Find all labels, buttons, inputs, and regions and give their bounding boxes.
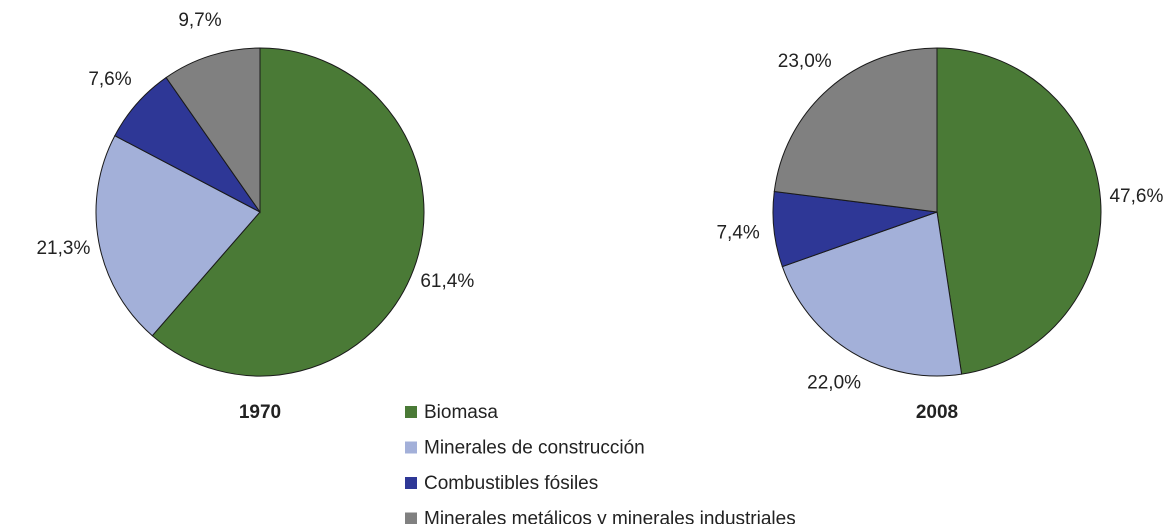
legend-swatch xyxy=(405,512,417,524)
value-label: 23,0% xyxy=(778,51,832,72)
value-label: 9,7% xyxy=(178,10,221,31)
pie-slice xyxy=(95,135,261,337)
legend-swatch xyxy=(405,406,417,418)
pie-slice xyxy=(781,211,963,377)
legend-label: Combustibles fósiles xyxy=(424,473,598,494)
pie-slice xyxy=(165,47,261,214)
value-label: 22,0% xyxy=(807,373,861,394)
pie-title: 2008 xyxy=(916,402,958,423)
legend-swatch xyxy=(405,477,417,489)
legend-swatch xyxy=(405,441,417,454)
pie-slice xyxy=(773,47,938,213)
legend-label: Biomasa xyxy=(424,402,498,423)
value-label: 47,6% xyxy=(1109,186,1163,207)
legend-label: Minerales metálicos y minerales industri… xyxy=(424,509,796,524)
pie-title: 1970 xyxy=(239,402,281,423)
pie-slice xyxy=(151,47,425,377)
value-label: 21,3% xyxy=(36,238,90,259)
legend-label: Minerales de construcción xyxy=(424,438,645,459)
pie-slice xyxy=(936,47,1102,375)
value-label: 7,6% xyxy=(88,69,131,90)
value-label: 61,4% xyxy=(420,271,474,292)
value-label: 7,4% xyxy=(716,222,759,243)
